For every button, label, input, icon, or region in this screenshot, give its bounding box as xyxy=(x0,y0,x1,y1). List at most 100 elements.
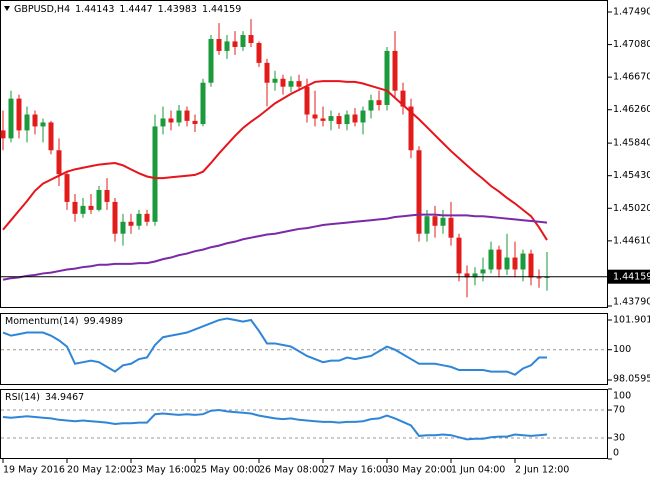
x-tick-label: 19 May 2016 xyxy=(3,465,65,476)
rsi-title: RSI(14) 34.9467 xyxy=(5,392,84,403)
candle-body xyxy=(312,114,318,119)
candle-body xyxy=(320,118,326,121)
collapse-arrow xyxy=(4,6,10,11)
indicator-line xyxy=(2,408,548,441)
candle-body xyxy=(96,189,102,210)
candle-body xyxy=(24,114,30,131)
candle-body xyxy=(544,276,550,278)
candle-body xyxy=(192,120,198,125)
candle-body xyxy=(40,122,46,127)
x-tick-label: 2 Jun 12:00 xyxy=(515,465,569,476)
panel-frame xyxy=(0,0,608,308)
indicator-name: Momentum(14) xyxy=(5,316,79,327)
y-tick-label: 70 xyxy=(613,405,625,416)
candle-body xyxy=(400,90,406,107)
candle-body xyxy=(432,216,438,226)
panel-frame xyxy=(0,313,608,385)
candle-body xyxy=(344,114,350,125)
candle-body xyxy=(48,122,54,151)
y-tick-label: 1.45840 xyxy=(613,138,650,149)
candle-body xyxy=(528,253,534,278)
candle-body xyxy=(80,205,86,214)
last-price-label: 1.44159 xyxy=(613,272,650,283)
y-tick-label: 30 xyxy=(613,433,625,444)
candle-body xyxy=(256,42,262,63)
x-tick-label: 1 Jun 04:00 xyxy=(451,465,505,476)
x-tick-label: 26 May 08:00 xyxy=(259,465,324,476)
candle-body xyxy=(120,221,126,234)
candle-body xyxy=(464,273,470,278)
candle-body xyxy=(208,39,214,83)
indicator-line xyxy=(2,317,548,376)
candle-body xyxy=(304,86,310,115)
candle-body xyxy=(56,150,62,175)
x-tick-label: 23 May 16:00 xyxy=(131,465,196,476)
candle-body xyxy=(152,126,158,222)
y-tick-label: 1.44610 xyxy=(613,235,650,246)
candle-body xyxy=(536,277,542,279)
indicator-value: 34.9467 xyxy=(45,392,84,403)
candle-body xyxy=(504,257,510,270)
candle-body xyxy=(200,82,206,125)
y-tick-label: 1.43790 xyxy=(613,297,650,308)
candle-body xyxy=(136,213,142,226)
y-tick-label: 1.45430 xyxy=(613,170,650,181)
last-price-box xyxy=(608,269,650,284)
x-tick-label: 20 May 12:00 xyxy=(67,465,132,476)
candle-body xyxy=(184,110,190,121)
y-tick-label: 1.46260 xyxy=(613,104,650,115)
header-low: 1.43983 xyxy=(158,4,197,15)
candle-body xyxy=(512,257,518,270)
moving-average xyxy=(2,80,548,241)
candle-body xyxy=(32,114,38,127)
y-tick-label: 0 xyxy=(613,448,619,459)
candle-body xyxy=(472,273,478,278)
candle-body xyxy=(104,189,110,202)
candle-body xyxy=(360,110,366,123)
candle-body xyxy=(144,213,150,222)
candle-body xyxy=(488,249,494,270)
candle-body xyxy=(160,118,166,127)
indicator-name: RSI(14) xyxy=(5,392,40,403)
candle-body xyxy=(408,106,414,151)
candle-body xyxy=(272,78,278,83)
y-tick-label: 100 xyxy=(613,344,631,355)
candle-body xyxy=(224,41,230,51)
candle-body xyxy=(232,41,238,47)
candle-body xyxy=(8,98,14,139)
y-tick-label: 1.47080 xyxy=(613,39,650,50)
candle-body xyxy=(448,217,454,238)
y-tick-label: 98.0595 xyxy=(613,374,650,385)
x-tick-label: 27 May 16:00 xyxy=(323,465,388,476)
candle-body xyxy=(280,78,286,87)
candle-body xyxy=(216,39,222,51)
candle-body xyxy=(336,116,342,125)
candle-body xyxy=(496,249,502,270)
candle-body xyxy=(456,237,462,274)
candle-body xyxy=(352,114,358,123)
candle-body xyxy=(392,50,398,91)
candle-body xyxy=(480,269,486,274)
candle-body xyxy=(384,50,390,105)
candle-body xyxy=(16,98,22,131)
candle-body xyxy=(88,205,94,210)
candle-body xyxy=(440,217,446,226)
candle-body xyxy=(64,174,70,202)
candle-body xyxy=(416,150,422,234)
candle-body xyxy=(264,62,270,83)
header: GBPUSD,H4 1.44143 1.4447 1.43983 1.44159 xyxy=(14,4,241,15)
indicator-value: 99.4989 xyxy=(84,316,123,327)
candle-body xyxy=(0,130,6,139)
candle-body xyxy=(376,100,382,105)
moving-average xyxy=(2,213,548,281)
symbol: GBPUSD,H4 xyxy=(14,4,70,15)
candle-body xyxy=(240,35,246,47)
x-tick-label: 30 May 20:00 xyxy=(387,465,452,476)
candle-body xyxy=(296,81,302,87)
y-tick-label: 1.45020 xyxy=(613,203,650,214)
y-tick-label: 1.47490 xyxy=(613,6,650,17)
